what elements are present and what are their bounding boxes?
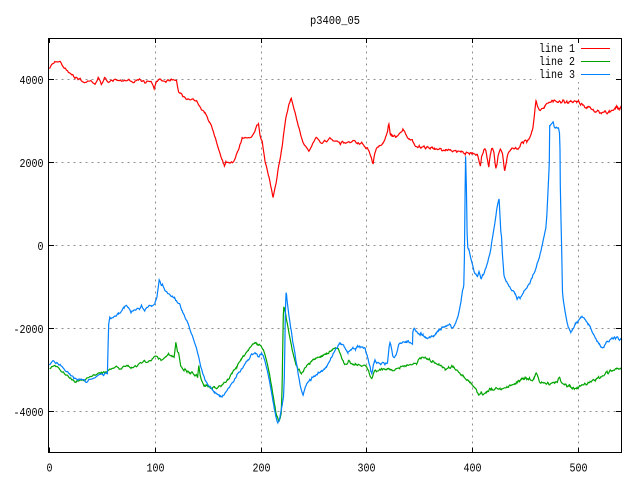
svg-text:100: 100	[147, 461, 165, 475]
svg-text:line 3: line 3	[539, 68, 575, 82]
svg-text:300: 300	[358, 461, 376, 475]
svg-text:400: 400	[464, 461, 482, 475]
svg-text:200: 200	[253, 461, 271, 475]
svg-text:line 1: line 1	[539, 42, 575, 56]
svg-text:-4000: -4000	[14, 406, 44, 420]
svg-text:line 2: line 2	[539, 55, 575, 69]
svg-text:0: 0	[47, 461, 53, 475]
svg-text:4000: 4000	[20, 74, 44, 88]
svg-text:0: 0	[38, 240, 44, 254]
svg-text:2000: 2000	[20, 157, 44, 171]
svg-text:-2000: -2000	[14, 323, 44, 337]
svg-text:p3400_05: p3400_05	[310, 14, 360, 28]
svg-text:500: 500	[570, 461, 588, 475]
